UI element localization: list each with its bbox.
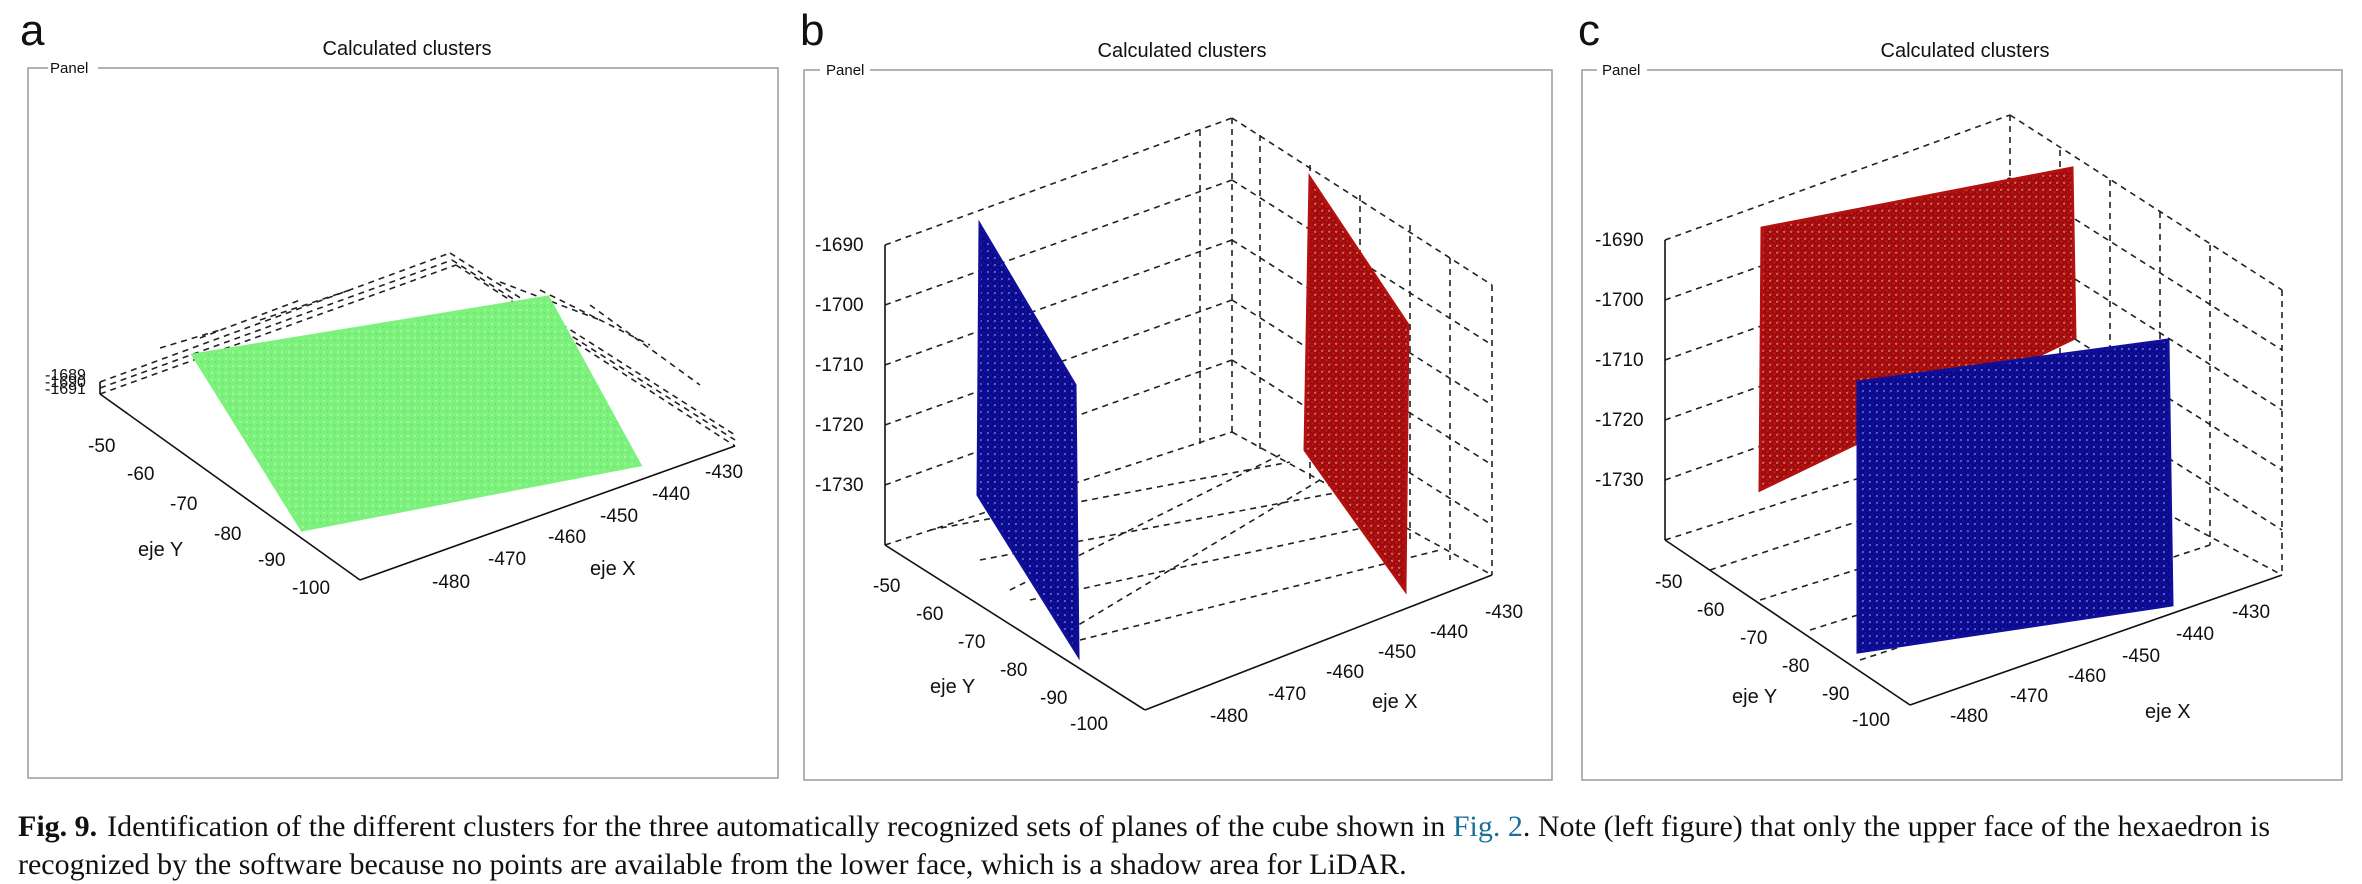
x-tick-label: -460 xyxy=(1326,662,1364,683)
y-tick-label: -70 xyxy=(1740,628,1767,649)
panel-a-box-edges xyxy=(99,382,736,581)
z-tick-label: -1730 xyxy=(815,475,864,496)
y-tick-label: -80 xyxy=(214,524,241,545)
panel-c-xlabel: eje X xyxy=(2145,701,2191,723)
panel-b-frame xyxy=(803,69,1553,781)
panel-a-ylabel: eje Y xyxy=(138,539,183,561)
panel-b-blue-cluster xyxy=(976,219,1080,661)
caption-text-1: Identification of the different clusters… xyxy=(107,810,1453,843)
panel-a: a Calculated clusters Panel xyxy=(20,6,779,779)
panel-b-title: Calculated clusters xyxy=(1098,40,1267,62)
panel-a-letter: a xyxy=(20,6,45,55)
panel-b-red-cluster xyxy=(1303,173,1410,595)
y-tick-label: -70 xyxy=(958,632,985,653)
z-tick-label: -1690 xyxy=(1595,230,1644,251)
panel-a-frame xyxy=(27,67,779,779)
x-tick-label: -440 xyxy=(652,484,690,505)
x-tick-label: -430 xyxy=(2232,602,2270,623)
x-tick-label: -460 xyxy=(2068,666,2106,687)
panel-b-y-ticks: -50 -60 -70 -80 -90 -100 xyxy=(873,576,1108,735)
caption-text-2: . Note (left figure) that only the upper… xyxy=(18,810,2271,881)
figure-caption: Fig. 9. Identification of the different c… xyxy=(18,808,2348,884)
panel-b-letter: b xyxy=(800,6,824,55)
panel-b-box-edges xyxy=(884,245,1493,711)
y-tick-label: -60 xyxy=(1697,600,1724,621)
x-tick-label: -440 xyxy=(2176,624,2214,645)
z-tick-label: -1720 xyxy=(815,415,864,436)
y-tick-label: -100 xyxy=(1852,710,1890,731)
z-tick-label: -1700 xyxy=(1595,290,1644,311)
x-tick-label: -440 xyxy=(1430,622,1468,643)
x-tick-label: -480 xyxy=(1950,706,1988,727)
panel-a-z-ticks: -1689 -1690 -1691 xyxy=(45,367,86,398)
panel-a-y-ticks: -50 -60 -70 -80 -90 -100 xyxy=(88,436,330,599)
y-tick-label: -50 xyxy=(1655,572,1682,593)
z-tick-label: -1730 xyxy=(1595,470,1644,491)
panel-c-x-ticks: -480 -470 -460 -450 -440 -430 xyxy=(1950,602,2270,727)
x-tick-label: -450 xyxy=(2122,646,2160,667)
y-tick-label: -90 xyxy=(258,550,285,571)
y-tick-label: -60 xyxy=(127,464,154,485)
y-tick-label: -80 xyxy=(1000,660,1027,681)
z-tick-label: -1690 xyxy=(45,374,86,391)
x-tick-label: -430 xyxy=(705,462,743,483)
panel-c-red-cluster xyxy=(1758,166,2077,493)
panel-a-grid xyxy=(99,252,736,447)
panel-a-green-cluster xyxy=(190,295,643,532)
y-tick-label: -50 xyxy=(873,576,900,597)
panel-c-title: Calculated clusters xyxy=(1881,40,2050,62)
z-tick-label: -1691 xyxy=(45,381,86,398)
panel-c-ylabel: eje Y xyxy=(1732,686,1777,708)
z-tick-label: -1700 xyxy=(815,295,864,316)
y-tick-label: -100 xyxy=(1070,714,1108,735)
panel-c-blue-cluster xyxy=(1856,338,2174,654)
y-tick-label: -60 xyxy=(916,604,943,625)
figure-label: Fig. 9. xyxy=(18,810,98,843)
y-tick-label: -90 xyxy=(1040,688,1067,709)
panel-b-ylabel: eje Y xyxy=(930,676,975,698)
panel-c: c Calculated clusters Panel xyxy=(1578,6,2343,781)
x-tick-label: -470 xyxy=(488,549,526,570)
x-tick-label: -470 xyxy=(1268,684,1306,705)
y-tick-label: -100 xyxy=(292,578,330,599)
y-tick-label: -50 xyxy=(88,436,115,457)
x-tick-label: -480 xyxy=(1210,706,1248,727)
y-tick-label: -80 xyxy=(1782,656,1809,677)
x-tick-label: -470 xyxy=(2010,686,2048,707)
panel-b: b Calculated clusters Panel xyxy=(800,6,1553,781)
z-tick-label: -1689 xyxy=(45,367,86,384)
x-tick-label: -460 xyxy=(548,527,586,548)
panel-a-title: Calculated clusters xyxy=(323,38,492,60)
panel-c-z-ticks: -1690 -1700 -1710 -1720 -1730 xyxy=(1595,230,1644,491)
y-tick-label: -70 xyxy=(170,494,197,515)
panel-c-frame xyxy=(1581,69,2343,781)
panel-b-z-ticks: -1690 -1700 -1710 -1720 -1730 xyxy=(815,235,864,496)
x-tick-label: -450 xyxy=(1378,642,1416,663)
z-tick-label: -1690 xyxy=(815,235,864,256)
x-tick-label: -450 xyxy=(600,506,638,527)
panel-a-xlabel: eje X xyxy=(590,558,636,580)
panel-b-xlabel: eje X xyxy=(1372,691,1418,713)
x-tick-label: -430 xyxy=(1485,602,1523,623)
y-tick-label: -90 xyxy=(1822,684,1849,705)
panel-b-x-ticks: -480 -470 -460 -450 -440 -430 xyxy=(1210,602,1523,727)
panel-c-frame-label: Panel xyxy=(1602,62,1640,79)
panel-a-frame-label: Panel xyxy=(50,60,88,77)
panel-c-y-ticks: -50 -60 -70 -80 -90 -100 xyxy=(1655,572,1890,731)
panel-a-x-ticks: -480 -470 -460 -450 -440 -430 xyxy=(432,462,743,593)
panel-c-letter: c xyxy=(1578,6,1600,55)
z-tick-label: -1720 xyxy=(1595,410,1644,431)
z-tick-label: -1710 xyxy=(815,355,864,376)
z-tick-label: -1710 xyxy=(1595,350,1644,371)
x-tick-label: -480 xyxy=(432,572,470,593)
panel-b-frame-label: Panel xyxy=(826,62,864,79)
figure-reference-link[interactable]: Fig. 2 xyxy=(1452,810,1523,843)
panel-c-box-edges xyxy=(1664,240,2283,706)
